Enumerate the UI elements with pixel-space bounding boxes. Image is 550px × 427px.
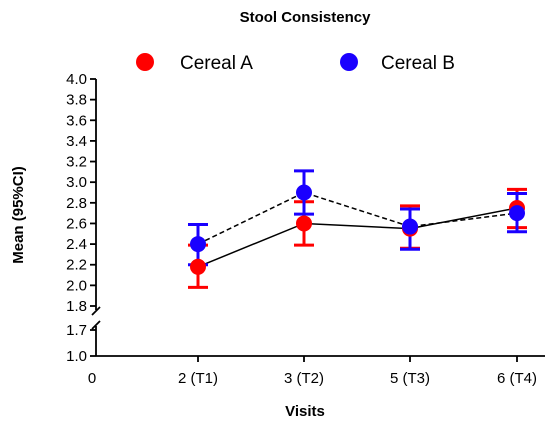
y-tick-label: 3.8	[66, 92, 87, 109]
y-axis: 1.8 2.0 2.2 2.4 2.6 2.8 3.0 3.2 3.4 3.6 3.8 4.0 1.0 1…	[66, 71, 101, 365]
x-origin-label: 0	[88, 370, 96, 387]
y-axis-break-mark	[91, 320, 101, 330]
y-tick-label: 1.8	[66, 298, 87, 315]
data-point-cereal-b	[509, 205, 525, 222]
data-point-cereal-b	[296, 184, 312, 201]
x-tick-label: 2 (T1)	[178, 370, 218, 387]
y-tick-label: 3.4	[66, 133, 87, 150]
data-point-cereal-b	[190, 236, 206, 253]
y-tick-label: 3.2	[66, 154, 87, 171]
x-axis-title: Visits	[285, 403, 325, 420]
y-tick-label: 2.6	[66, 215, 87, 232]
chart-title: Stool Consistency	[240, 9, 372, 26]
y-tick-label: 1.7	[66, 322, 87, 339]
data-point-cereal-b	[402, 218, 418, 235]
y-tick-label: 2.4	[66, 236, 87, 253]
y-tick-label: 1.0	[66, 348, 87, 365]
y-tick-label: 4.0	[66, 71, 87, 88]
series-line-cereal-b	[197, 191, 518, 245]
legend: Cereal A Cereal B	[136, 53, 455, 74]
y-tick-label: 3.0	[66, 174, 87, 191]
legend-label-cereal-b: Cereal B	[381, 53, 455, 74]
y-tick-label: 2.2	[66, 257, 87, 274]
x-tick-label: 3 (T2)	[284, 370, 324, 387]
y-axis-break-mark	[91, 306, 101, 316]
legend-label-cereal-a: Cereal A	[180, 53, 253, 74]
data-point-cereal-a	[190, 258, 206, 275]
x-tick-label: 5 (T3)	[390, 370, 430, 387]
y-tick-label: 3.6	[66, 112, 87, 129]
legend-marker-cereal-a	[136, 53, 154, 71]
legend-marker-cereal-b	[340, 53, 358, 71]
data-point-cereal-a	[296, 215, 312, 232]
y-tick-label: 2.8	[66, 195, 87, 212]
plot-area	[188, 169, 527, 289]
x-axis: 0 2 (T1) 3 (T2) 5 (T3) 6 (T4)	[88, 355, 545, 387]
y-axis-title: Mean (95%CI)	[10, 166, 27, 264]
x-tick-label: 6 (T4)	[497, 370, 537, 387]
series-line-cereal-a	[197, 207, 518, 268]
y-tick-label: 2.0	[66, 277, 87, 294]
